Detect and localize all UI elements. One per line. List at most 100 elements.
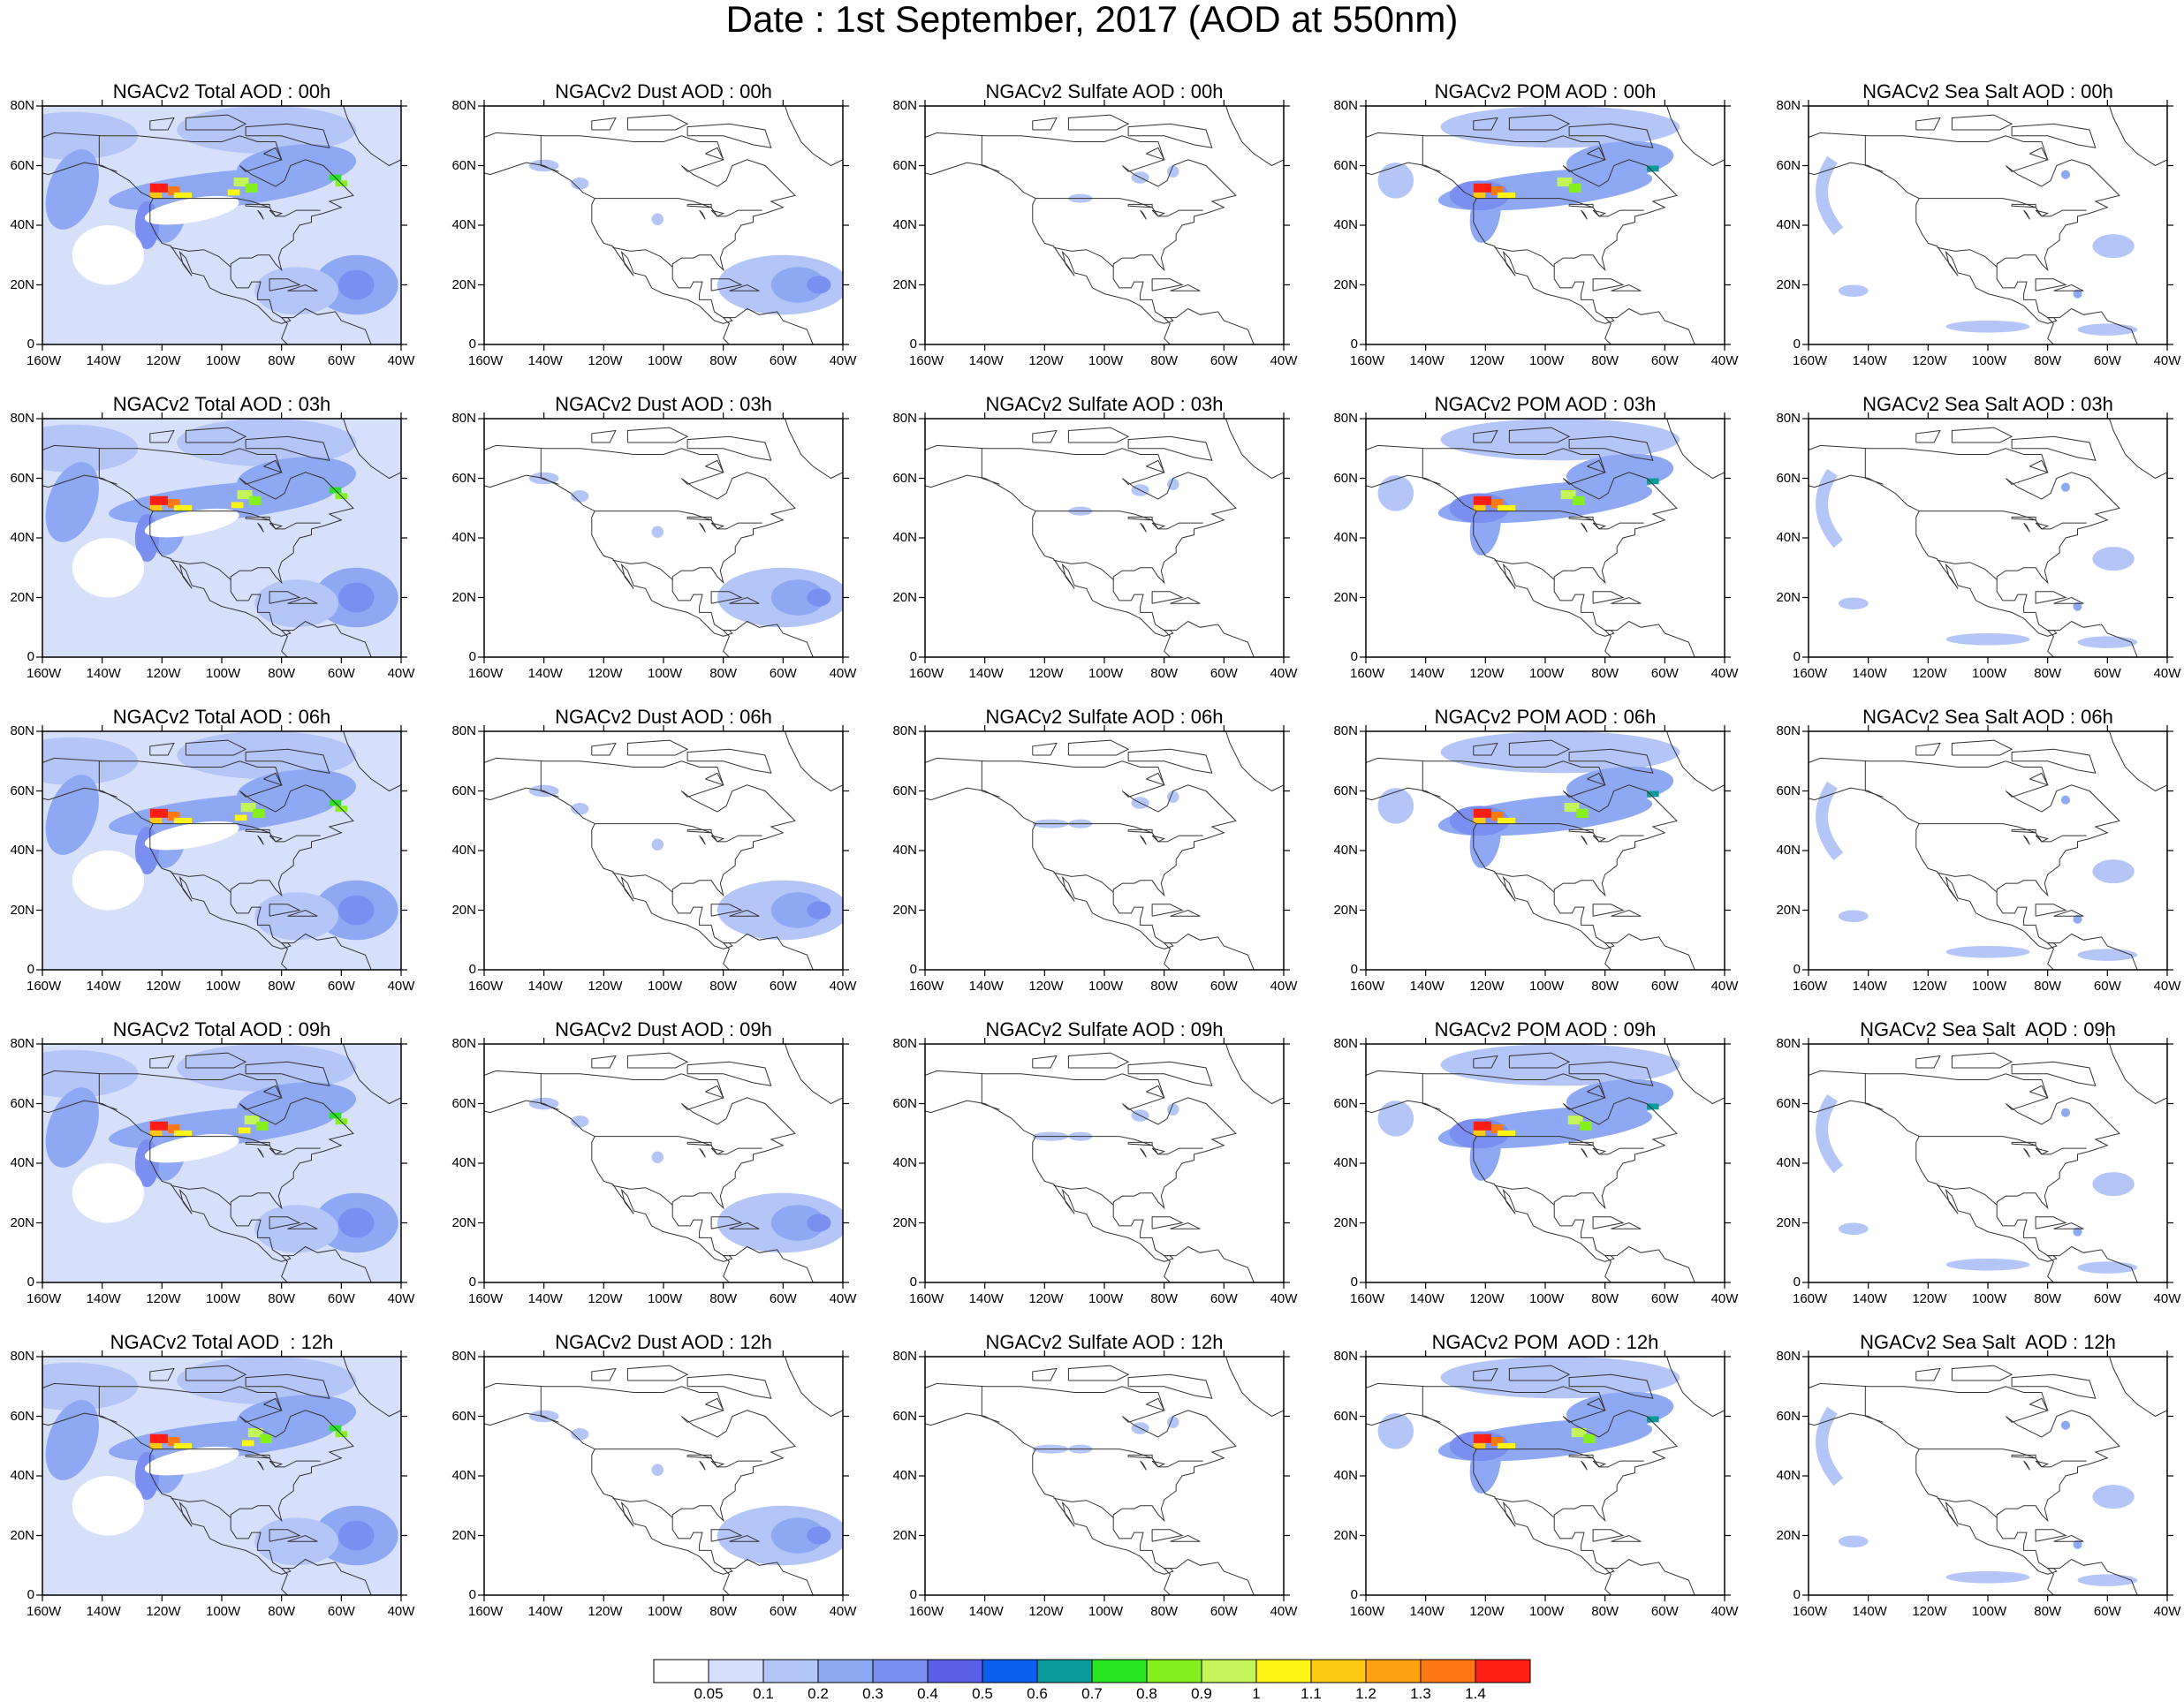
- panel-title: NGACv2 Sea Salt AOD : 09h: [1860, 1018, 2116, 1040]
- aod-map-panel: [1360, 1350, 1731, 1601]
- panel-title: NGACv2 Sulfate AOD : 00h: [985, 80, 1224, 102]
- panel-title: NGACv2 Sea Salt AOD : 06h: [1862, 706, 2113, 728]
- colorbar-label: 1.4: [1465, 1685, 1486, 1702]
- lat-tick-label: 40N: [10, 217, 34, 232]
- lon-tick-label: 120W: [588, 666, 623, 681]
- panel-title: NGACv2 Dust AOD : 06h: [555, 706, 772, 728]
- lat-tick-label: 40N: [1333, 843, 1358, 858]
- lon-tick-label: 120W: [1912, 666, 1947, 681]
- lat-tick-label: 0: [27, 649, 34, 664]
- lat-tick-label: 80N: [10, 723, 34, 738]
- aod-map-panel: [1802, 100, 2173, 351]
- aod-map-panel: [1360, 1038, 1731, 1289]
- aod-map-panel: [36, 725, 407, 976]
- lat-tick-label: 0: [468, 649, 476, 664]
- lon-tick-label: 60W: [1210, 1291, 1238, 1306]
- lon-tick-label: 100W: [648, 666, 683, 681]
- lon-tick-label: 40W: [1270, 666, 1298, 681]
- lon-tick-label: 60W: [1650, 353, 1679, 368]
- lat-tick-label: 60N: [892, 470, 917, 486]
- colorbar-label: 0.05: [694, 1685, 724, 1702]
- lon-tick-label: 80W: [2034, 1604, 2062, 1619]
- panel-title: NGACv2 Sulfate AOD : 12h: [985, 1331, 1224, 1353]
- aod-map-panel: [36, 412, 407, 663]
- lat-tick-label: 0: [1350, 962, 1358, 977]
- lon-tick-label: 80W: [1591, 979, 1619, 994]
- panel-title: NGACv2 Sulfate AOD : 03h: [985, 393, 1224, 415]
- lat-tick-label: 40N: [1333, 1468, 1358, 1483]
- lat-tick-label: 0: [1350, 649, 1358, 664]
- lon-tick-label: 60W: [1650, 1291, 1679, 1306]
- lon-tick-label: 160W: [1350, 353, 1385, 368]
- lat-tick-label: 80N: [1776, 98, 1801, 113]
- aod-map-panel: [478, 412, 849, 663]
- lon-tick-label: 80W: [1150, 353, 1179, 368]
- lon-tick-label: 160W: [27, 1291, 62, 1306]
- lon-tick-label: 160W: [909, 353, 944, 368]
- lon-tick-label: 100W: [1088, 1291, 1124, 1306]
- lon-tick-label: 140W: [527, 1291, 563, 1306]
- lon-tick-label: 60W: [1650, 666, 1679, 681]
- aod-map-panel: [1802, 412, 2173, 663]
- lat-tick-label: 20N: [451, 589, 476, 605]
- lon-tick-label: 40W: [2153, 353, 2181, 368]
- lon-tick-label: 160W: [909, 1291, 944, 1306]
- lat-tick-label: 40N: [1333, 530, 1358, 545]
- lon-tick-label: 120W: [146, 353, 181, 368]
- lon-tick-label: 80W: [1591, 1604, 1619, 1619]
- lon-tick-label: 100W: [1972, 1604, 2007, 1619]
- lon-tick-label: 40W: [1710, 1604, 1739, 1619]
- lat-tick-label: 40N: [1776, 530, 1801, 545]
- panel-title: NGACv2 POM AOD : 06h: [1434, 706, 1657, 728]
- lat-tick-label: 40N: [1776, 1155, 1801, 1170]
- lon-tick-label: 120W: [588, 1291, 623, 1306]
- lat-tick-label: 40N: [10, 1468, 34, 1483]
- panel-title: NGACv2 Total AOD : 12h: [110, 1331, 334, 1353]
- lon-tick-label: 140W: [86, 979, 121, 994]
- lon-tick-label: 100W: [206, 666, 241, 681]
- lat-tick-label: 80N: [10, 98, 34, 113]
- lat-tick-label: 80N: [1776, 1349, 1801, 1364]
- lat-tick-label: 20N: [892, 902, 917, 918]
- lat-tick-label: 60N: [451, 1095, 476, 1111]
- lat-tick-label: 80N: [1776, 411, 1801, 426]
- lon-tick-label: 160W: [27, 353, 62, 368]
- colorbar-label: 0.9: [1191, 1685, 1212, 1702]
- lon-tick-label: 120W: [1912, 1291, 1947, 1306]
- lon-tick-label: 120W: [1912, 1604, 1947, 1619]
- lat-tick-label: 60N: [1776, 1095, 1801, 1111]
- lon-tick-label: 100W: [206, 353, 241, 368]
- lat-tick-label: 80N: [451, 1349, 476, 1364]
- lon-tick-label: 80W: [2034, 1291, 2062, 1306]
- lon-tick-label: 80W: [2034, 353, 2062, 368]
- lat-tick-label: 20N: [10, 1214, 34, 1230]
- lat-tick-label: 20N: [451, 902, 476, 918]
- lon-tick-label: 80W: [1591, 666, 1619, 681]
- lon-tick-label: 140W: [86, 353, 121, 368]
- lat-tick-label: 20N: [10, 1527, 34, 1543]
- lon-tick-label: 140W: [968, 979, 1004, 994]
- lon-tick-label: 100W: [206, 979, 241, 994]
- lon-tick-label: 140W: [527, 1604, 563, 1619]
- lat-tick-label: 80N: [451, 1036, 476, 1051]
- lat-tick-label: 0: [1793, 1587, 1801, 1602]
- lon-tick-label: 120W: [146, 1604, 181, 1619]
- lon-tick-label: 100W: [1529, 666, 1565, 681]
- lat-tick-label: 0: [1350, 337, 1358, 352]
- lon-tick-label: 40W: [1270, 1291, 1298, 1306]
- lon-tick-label: 40W: [387, 666, 415, 681]
- panel-title: NGACv2 Sulfate AOD : 06h: [985, 706, 1224, 728]
- lat-tick-label: 40N: [892, 217, 917, 232]
- lon-tick-label: 120W: [146, 666, 181, 681]
- lon-tick-label: 100W: [1529, 1604, 1565, 1619]
- lat-tick-label: 20N: [451, 276, 476, 292]
- colorbar-label: 0.7: [1081, 1685, 1103, 1702]
- lon-tick-label: 160W: [909, 666, 944, 681]
- panel-title: NGACv2 Sea Salt AOD : 12h: [1860, 1331, 2116, 1353]
- panel-title: NGACv2 Dust AOD : 00h: [555, 80, 772, 102]
- lon-tick-label: 160W: [1793, 1604, 1828, 1619]
- lon-tick-label: 100W: [1972, 666, 2007, 681]
- lat-tick-label: 60N: [1333, 1095, 1358, 1111]
- lon-tick-label: 120W: [1028, 1291, 1064, 1306]
- lon-tick-label: 40W: [829, 1604, 857, 1619]
